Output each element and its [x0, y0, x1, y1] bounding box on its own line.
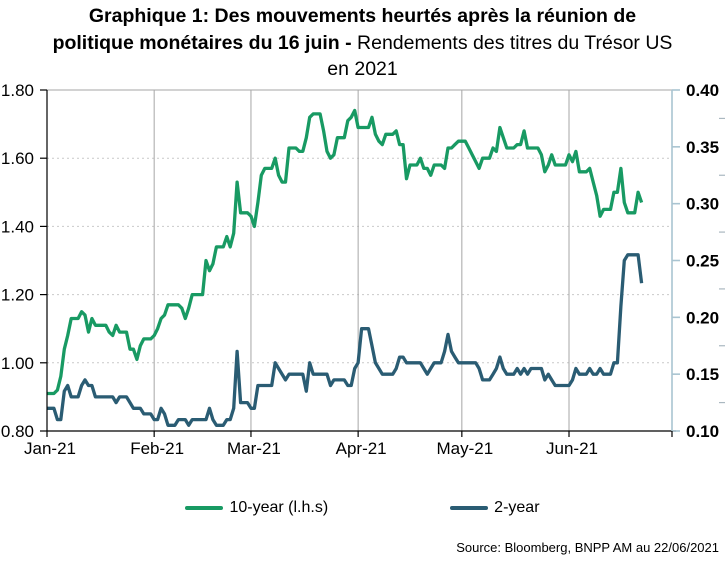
legend-item-2-year: 2-year: [450, 499, 540, 517]
right-axis-tick-label: 0.30: [686, 195, 719, 214]
legend-item-10-year: 10-year (l.h.s): [185, 499, 328, 517]
source-note: Source: Bloomberg, BNPP AM au 22/06/2021: [456, 540, 719, 555]
legend-label-10-year: 10-year (l.h.s): [229, 499, 329, 516]
chart-title: Graphique 1: Des mouvements heurtés aprè…: [0, 3, 725, 83]
x-axis-tick-label: Mar-21: [227, 439, 281, 458]
left-axis-tick-label: 1.00: [1, 354, 34, 373]
title-line-2: politique monétaires du 16 juin - Rendem…: [52, 31, 673, 54]
legend-label-2-year: 2-year: [494, 499, 540, 516]
title-line-1: Graphique 1: Des mouvements heurtés aprè…: [88, 5, 637, 27]
title-line-3: en 2021: [327, 58, 398, 80]
left-axis-tick-label: 1.40: [1, 217, 34, 236]
right-axis-tick-label: 0.35: [686, 138, 719, 157]
left-axis-tick-label: 1.60: [1, 149, 34, 168]
chart-legend: 10-year (l.h.s) 2-year: [0, 499, 725, 517]
x-axis-tick-label: Feb-21: [130, 439, 184, 458]
x-axis-tick-label: Apr-21: [336, 439, 387, 458]
right-axis-tick-label: 0.15: [686, 365, 719, 384]
right-axis-tick-label: 0.10: [686, 422, 719, 441]
legend-line-10-year-icon: [185, 506, 224, 510]
legend-line-2-year-icon: [450, 506, 489, 510]
series-line-10-year: [47, 108, 644, 396]
left-axis-tick-label: 1.80: [1, 81, 34, 100]
x-axis-tick-label: Jan-21: [24, 439, 76, 458]
x-axis-tick-label: May-21: [436, 439, 493, 458]
left-axis-tick-label: 1.20: [1, 286, 34, 305]
right-axis-tick-label: 0.20: [686, 308, 719, 327]
series-line-2-year: [47, 253, 644, 427]
left-axis-tick-label: 0.80: [1, 422, 34, 441]
right-axis-tick-label: 0.25: [686, 252, 719, 271]
x-axis-tick-label: Jun-21: [546, 439, 598, 458]
right-axis-tick-label: 0.40: [686, 81, 719, 100]
